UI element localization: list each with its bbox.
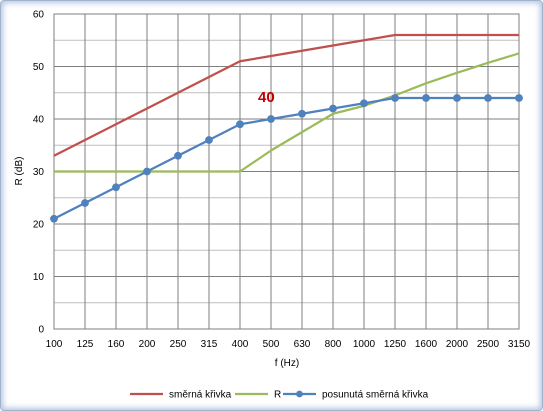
y-tick-label: 60 [33,10,45,21]
data-point [205,136,213,144]
x-tick-label: 800 [325,339,342,350]
data-point [484,94,492,102]
y-tick-label: 0 [38,325,44,336]
data-point [236,120,244,129]
data-point [50,214,58,223]
data-point [174,151,182,160]
x-axis-title: f (Hz) [275,358,299,369]
data-point [515,94,523,102]
x-tick-label: 250 [170,339,187,350]
data-point [453,94,461,102]
y-tick-label: 20 [33,220,45,231]
x-tick-labels: 100 125 160 200 250 315 400 500 630 800 1000 1250 16… [46,339,531,350]
x-tick-label: 200 [139,339,156,350]
y-tick-label: 10 [33,272,45,283]
series-group [50,33,523,223]
x-tick-label: 160 [108,339,125,350]
legend-label: R [274,390,281,401]
data-point [267,115,275,123]
data-point [422,94,430,102]
data-point [360,99,368,108]
series-line-3 [53,96,519,220]
x-tick-label: 2500 [477,339,500,350]
data-point [391,94,399,102]
y-tick-label: 50 [33,62,45,73]
x-tick-label: 1250 [384,339,407,350]
y-tick-labels: 0 10 20 30 40 50 60 [33,10,45,336]
series-line-2 [54,52,520,173]
x-tick-label: 500 [263,339,280,350]
x-tick-label: 3150 [508,339,531,350]
x-tick-label: 400 [232,339,249,350]
legend-marker [296,390,303,398]
legend-label: posunutá směrná křivka [322,390,429,401]
data-point [329,104,337,113]
x-tick-label: 100 [46,339,63,350]
data-point [298,109,306,118]
y-tick-label: 40 [33,115,45,126]
data-point [112,183,120,192]
x-tick-label: 1000 [353,339,376,350]
annotation-label: 40 [258,89,275,106]
legend-label: směrná křivka [169,390,232,401]
y-axis-title: R (dB) [14,157,25,186]
x-tick-label: 630 [294,339,311,350]
x-tick-label: 1600 [415,339,438,350]
x-tick-label: 2000 [446,339,469,350]
x-tick-label: 125 [77,339,94,350]
data-point [81,199,89,207]
y-tick-label: 30 [33,167,45,178]
data-point [143,167,151,176]
series-line-1 [53,33,519,157]
x-tick-label: 315 [201,339,218,350]
